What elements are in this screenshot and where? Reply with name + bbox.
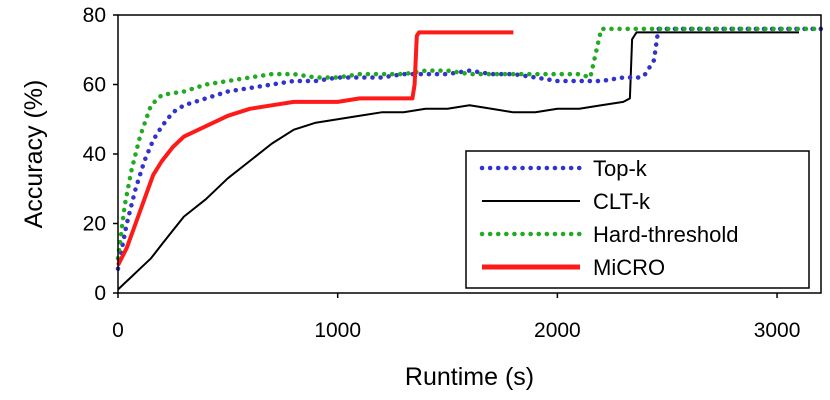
- series-line-micro: [116, 30, 514, 267]
- y-tick-label: 40: [83, 143, 106, 166]
- x-tick-label: 2000: [534, 319, 581, 342]
- series-layer: [115, 26, 824, 291]
- y-tick-label: 0: [94, 282, 106, 305]
- legend-label: CLT-k: [593, 189, 651, 214]
- x-tick-label: 0: [112, 319, 124, 342]
- legend: Top-k CLT-k Hard-threshold MiCRO: [465, 150, 810, 289]
- legend-label: Hard-threshold: [593, 222, 739, 247]
- legend-label: Top-k: [593, 156, 648, 181]
- series-line-hard-threshold: [115, 26, 824, 261]
- y-tick-label: 80: [83, 4, 106, 27]
- y-tick-label: 20: [83, 213, 106, 236]
- x-tick-label: 1000: [314, 319, 361, 342]
- series-line-clt-k: [117, 31, 799, 291]
- x-axis-label: Runtime (s): [405, 363, 534, 391]
- y-axis-label: Accuracy (%): [20, 80, 48, 229]
- legend-label: MiCRO: [593, 255, 665, 280]
- ticks-layer: 0 20 40 60 80 0 1000 2000 3000: [83, 4, 801, 342]
- x-tick-label: 3000: [754, 319, 801, 342]
- y-tick-label: 60: [83, 74, 106, 97]
